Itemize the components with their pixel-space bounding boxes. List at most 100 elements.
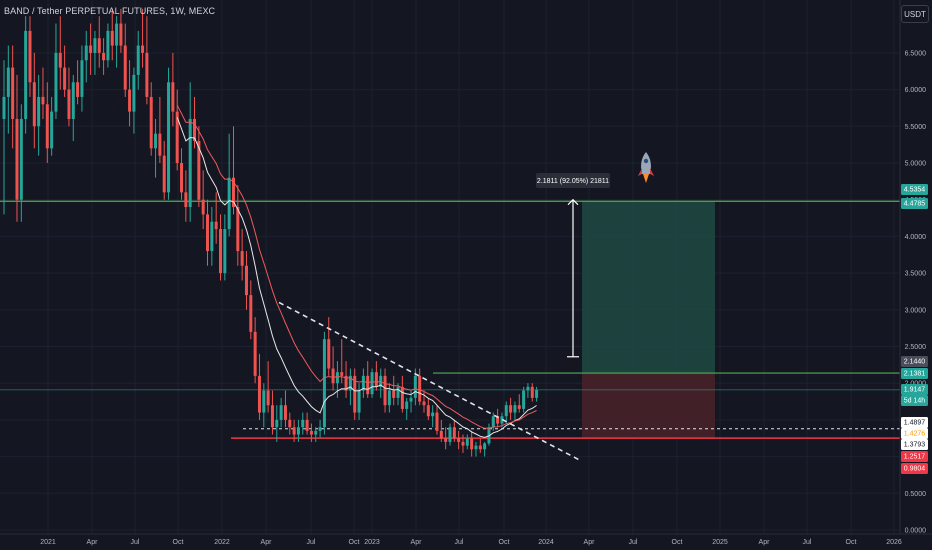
price-label: 1.2517 (904, 454, 926, 461)
candle-body (357, 390, 361, 413)
x-tick-label: 2026 (886, 539, 902, 546)
candle-body (275, 419, 279, 428)
candle-body (474, 445, 478, 450)
candle-body (340, 372, 344, 376)
candle-body (2, 96, 6, 119)
candle-body (470, 438, 474, 450)
x-tick-label: 2023 (364, 539, 380, 546)
candle-body (526, 386, 530, 391)
time-axis[interactable]: 2021 Apr Jul Oct 2022 Apr Jul Oct 2023 Apr Jul Oct 2… (40, 539, 902, 546)
y-tick-label: 0.5000 (905, 491, 927, 498)
candle-body (353, 375, 357, 413)
y-tick-label: 3.0000 (905, 307, 927, 314)
candle-body (132, 74, 136, 112)
candle-body (322, 339, 326, 428)
x-tick-label: Oct (349, 539, 360, 546)
candle-body (210, 221, 214, 252)
candle-body (89, 45, 93, 53)
candle-body (223, 229, 227, 274)
candle-body (236, 207, 240, 252)
candle-body (71, 82, 75, 119)
price-label: 2.1440 (904, 359, 926, 366)
candle-body (28, 30, 32, 83)
price-label-box (901, 184, 928, 195)
candle-body (93, 38, 97, 53)
candle-body (374, 372, 378, 387)
candle-body (197, 140, 201, 200)
y-tick-label: 6.0000 (905, 87, 927, 94)
y-tick-label: 3.5000 (905, 271, 927, 278)
candle-body (119, 23, 123, 46)
currency-button[interactable]: USDT (901, 5, 929, 23)
candle-body (530, 386, 534, 398)
price-label-box (901, 451, 928, 462)
candle-body (50, 111, 54, 149)
candle-body (180, 163, 184, 193)
candle-body (305, 419, 309, 431)
candle-body (435, 412, 439, 431)
candles (2, 8, 539, 457)
candle-body (149, 96, 153, 149)
ma-fast-line (176, 117, 537, 438)
candle-body (444, 438, 448, 442)
candle-body (206, 214, 210, 252)
candle-body (41, 96, 45, 105)
candle-body (45, 104, 49, 149)
candle-body (171, 82, 175, 112)
horizontal-levels (0, 200, 900, 439)
candle-body (11, 67, 15, 119)
candle-body (348, 375, 352, 391)
price-label: 1.9147 (904, 387, 926, 394)
candle-body (188, 118, 192, 208)
candle-body (418, 375, 422, 402)
candle-body (158, 133, 162, 156)
candle-body (257, 375, 261, 413)
candle-body (318, 427, 322, 431)
candle-body (327, 339, 331, 369)
candle-body (522, 390, 526, 409)
candle-body (405, 401, 409, 409)
candle-body (128, 89, 132, 112)
candle-body (491, 416, 495, 428)
chart-title: BAND / Tether PERPETUAL FUTURES, 1W, MEX… (4, 6, 216, 16)
candle-body (331, 368, 335, 384)
candle-body (366, 375, 370, 395)
price-label-box (901, 198, 928, 209)
candle-body (361, 375, 365, 391)
candle-body (167, 82, 171, 193)
candle-body (483, 443, 487, 450)
price-label: 1.4897 (904, 420, 926, 427)
y-tick-label: 5.5000 (905, 124, 927, 131)
candle-body (448, 427, 452, 442)
candle-body (422, 401, 426, 406)
candle-body (513, 405, 517, 413)
candle-body (141, 45, 145, 53)
candle-body (240, 251, 244, 266)
candle-body (478, 445, 482, 450)
price-label: 2.1381 (904, 371, 926, 378)
price-label-box (901, 439, 928, 450)
candle-body (24, 30, 28, 119)
candle-body (97, 38, 101, 53)
candle-body (465, 438, 469, 446)
candle-body (431, 412, 435, 417)
x-tick-label: Oct (672, 539, 683, 546)
candle-body (244, 265, 248, 296)
price-label: 1.3793 (904, 442, 926, 449)
candle-body (301, 419, 305, 428)
candle-body (63, 67, 67, 90)
candle-body (413, 375, 417, 398)
x-tick-label: Jul (629, 539, 638, 546)
candle-body (54, 52, 58, 112)
y-tick-label: 6.5000 (905, 50, 927, 57)
candle-body (283, 405, 287, 420)
price-label-box (901, 368, 928, 379)
candle-body (504, 405, 508, 417)
candle-body (500, 416, 504, 424)
candle-body (461, 441, 465, 446)
candle-body (231, 177, 235, 208)
candle-body (19, 118, 23, 200)
candle-body (184, 192, 188, 208)
